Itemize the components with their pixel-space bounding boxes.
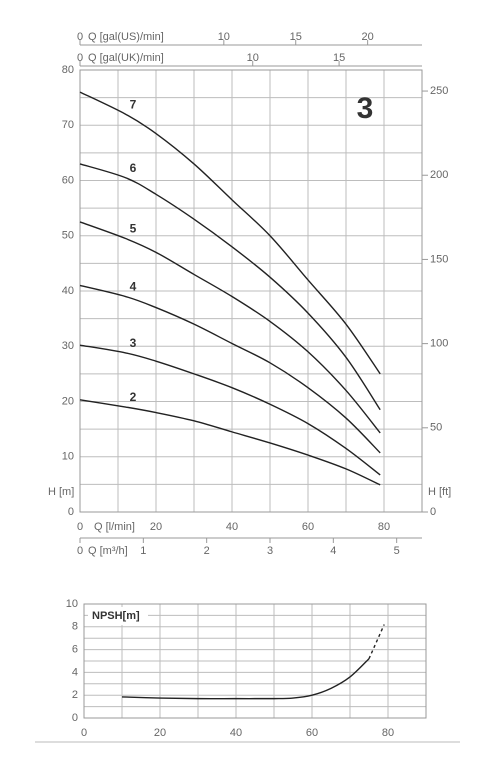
- x-tick-label: 15: [333, 52, 345, 64]
- y-tick-label: 70: [62, 119, 74, 131]
- chart-title: NPSH[m]: [92, 610, 140, 622]
- x-tick-label: 60: [306, 727, 318, 739]
- x-tick-label: 20: [362, 31, 374, 43]
- series-label: 7: [130, 97, 137, 111]
- y-tick-label: 4: [72, 666, 78, 678]
- y2-tick-label: 250: [430, 85, 448, 97]
- x-tick-label: 0: [77, 31, 83, 43]
- y2-tick-label: 150: [430, 253, 448, 265]
- x-tick-label: 0: [77, 545, 83, 557]
- x-tick-label: 40: [230, 727, 242, 739]
- x-tick-label: 10: [247, 52, 259, 64]
- plot-frame: [79, 69, 423, 513]
- curve-dashed: [368, 624, 385, 660]
- x-tick-label: 5: [394, 545, 400, 557]
- y2-tick-label: 0: [430, 506, 436, 518]
- plot-frame: [83, 603, 427, 719]
- y2-tick-label: 50: [430, 422, 442, 434]
- y-tick-label: 6: [72, 644, 78, 656]
- x-tick-label: 80: [382, 727, 394, 739]
- x-tick-label: 20: [150, 521, 162, 533]
- y2-axis-label: H [ft]: [428, 486, 451, 498]
- series-label: 5: [130, 222, 137, 236]
- x-axis-label: Q [gal(US)/min]: [88, 31, 164, 43]
- y2-tick-label: 200: [430, 169, 448, 181]
- curve: [121, 658, 370, 700]
- x-tick-label: 4: [330, 545, 336, 557]
- y-tick-label: 20: [62, 395, 74, 407]
- series-label: 2: [130, 390, 137, 404]
- y-tick-label: 10: [66, 598, 78, 610]
- curve: [79, 284, 381, 454]
- x-tick-label: 0: [77, 52, 83, 64]
- y-tick-label: 0: [72, 712, 78, 724]
- x-axis-label: Q [l/min]: [94, 521, 135, 533]
- y-tick-label: 8: [72, 621, 78, 633]
- curve: [79, 221, 381, 434]
- x-tick-label: 1: [140, 545, 146, 557]
- badge: 3: [357, 92, 374, 125]
- x-tick-label: 0: [77, 521, 83, 533]
- x-tick-label: 3: [267, 545, 273, 557]
- x-tick-label: 20: [154, 727, 166, 739]
- x-axis-label: Q [m³/h]: [88, 545, 128, 557]
- y-tick-label: 60: [62, 174, 74, 186]
- series-label: 4: [130, 280, 137, 294]
- x-tick-label: 80: [378, 521, 390, 533]
- series-label: 6: [130, 161, 137, 175]
- x-axis-label: Q [gal(UK)/min]: [88, 52, 164, 64]
- curve: [79, 399, 381, 486]
- y-axis-label: H [m]: [48, 486, 74, 498]
- title-box: [88, 607, 148, 625]
- y-tick-label: 30: [62, 340, 74, 352]
- curve: [79, 163, 381, 411]
- x-tick-label: 2: [204, 545, 210, 557]
- curve: [79, 344, 381, 476]
- x-tick-label: 15: [290, 31, 302, 43]
- y-tick-label: 50: [62, 230, 74, 242]
- x-tick-label: 0: [81, 727, 87, 739]
- series-label: 3: [130, 336, 137, 350]
- y2-tick-label: 100: [430, 338, 448, 350]
- y-tick-label: 2: [72, 689, 78, 701]
- x-tick-label: 60: [302, 521, 314, 533]
- y-tick-label: 0: [68, 506, 74, 518]
- y-tick-label: 40: [62, 285, 74, 297]
- x-tick-label: 10: [218, 31, 230, 43]
- y-tick-label: 80: [62, 64, 74, 76]
- y-tick-label: 10: [62, 451, 74, 463]
- curve: [79, 91, 381, 375]
- x-tick-label: 40: [226, 521, 238, 533]
